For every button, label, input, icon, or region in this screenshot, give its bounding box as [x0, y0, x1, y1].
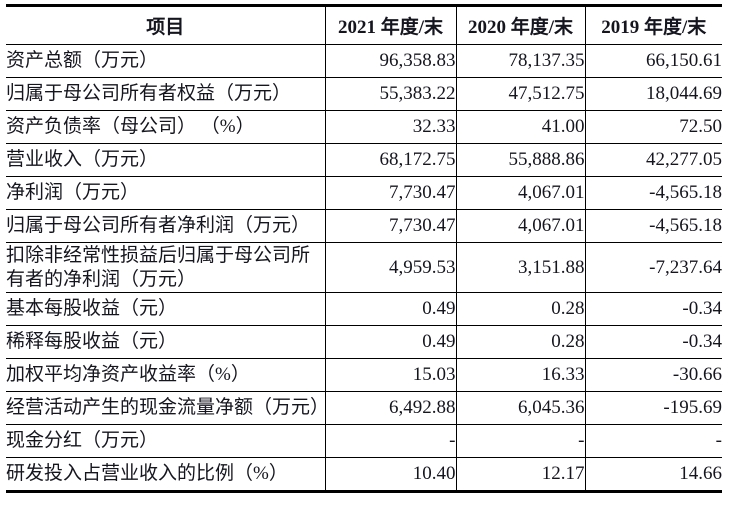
financial-summary-table: 项目 2021 年度/末 2020 年度/末 2019 年度/末 资产总额（万元…: [6, 4, 722, 493]
cell-value: 7,730.47: [324, 209, 456, 243]
cell-value: 55,383.22: [324, 77, 456, 111]
row-label: 归属于母公司所有者净利润（万元）: [6, 209, 325, 243]
cell-value: -7,237.64: [584, 242, 722, 293]
header-row: 项目 2021 年度/末 2020 年度/末 2019 年度/末: [6, 5, 722, 45]
column-header-2019: 2019 年度/末: [584, 5, 722, 45]
table-body: 资产总额（万元） 96,358.83 78,137.35 66,150.61 归…: [6, 44, 722, 492]
row-label: 扣除非经常性损益后归属于母公司所有者的净利润（万元）: [6, 242, 325, 293]
column-header-2021: 2021 年度/末: [324, 5, 456, 45]
cell-value: 14.66: [584, 457, 722, 492]
cell-value: -: [324, 424, 456, 458]
cell-value: 0.49: [324, 292, 456, 326]
row-label: 资产负债率（母公司） （%）: [6, 110, 325, 144]
cell-value: 15.03: [324, 358, 456, 392]
cell-value: -: [584, 424, 722, 458]
cell-value: 66,150.61: [584, 44, 722, 78]
cell-value: 55,888.86: [455, 143, 585, 177]
table-row-rd-ratio: 研发投入占营业收入的比例（%） 10.40 12.17 14.66: [6, 457, 722, 492]
table-row-deducted-net-profit: 扣除非经常性损益后归属于母公司所有者的净利润（万元） 4,959.53 3,15…: [6, 242, 722, 293]
row-label: 加权平均净资产收益率（%）: [6, 358, 325, 392]
column-header-2020: 2020 年度/末: [455, 5, 585, 45]
row-label: 基本每股收益（元）: [6, 292, 325, 326]
cell-value: -30.66: [584, 358, 722, 392]
table-row-parent-equity: 归属于母公司所有者权益（万元） 55,383.22 47,512.75 18,0…: [6, 77, 722, 111]
cell-value: 16.33: [455, 358, 585, 392]
cell-value: 10.40: [324, 457, 456, 492]
cell-value: 6,492.88: [324, 391, 456, 425]
table-row-parent-net-profit: 归属于母公司所有者净利润（万元） 7,730.47 4,067.01 -4,56…: [6, 209, 722, 243]
cell-value: 47,512.75: [455, 77, 585, 111]
cell-value: 0.49: [324, 325, 456, 359]
cell-value: 4,067.01: [455, 209, 585, 243]
cell-value: -4,565.18: [584, 209, 722, 243]
table-row-total-assets: 资产总额（万元） 96,358.83 78,137.35 66,150.61: [6, 44, 722, 78]
cell-value: 0.28: [455, 325, 585, 359]
cell-value: 78,137.35: [455, 44, 585, 78]
cell-value: 96,358.83: [324, 44, 456, 78]
cell-value: 6,045.36: [455, 391, 585, 425]
cell-value: -195.69: [584, 391, 722, 425]
cell-value: -: [455, 424, 585, 458]
row-label: 归属于母公司所有者权益（万元）: [6, 77, 325, 111]
row-label: 现金分红（万元）: [6, 424, 325, 458]
cell-value: 4,959.53: [324, 242, 456, 293]
column-header-item: 项目: [6, 5, 325, 45]
cell-value: -4,565.18: [584, 176, 722, 210]
cell-value: 4,067.01: [455, 176, 585, 210]
cell-value: 42,277.05: [584, 143, 722, 177]
table-header: 项目 2021 年度/末 2020 年度/末 2019 年度/末: [6, 5, 722, 45]
table-row-basic-eps: 基本每股收益（元） 0.49 0.28 -0.34: [6, 292, 722, 326]
row-label: 经营活动产生的现金流量净额（万元）: [6, 391, 325, 425]
table-row-cash-dividend: 现金分红（万元） - - -: [6, 424, 722, 458]
table-row-debt-ratio: 资产负债率（母公司） （%） 32.33 41.00 72.50: [6, 110, 722, 144]
row-label: 净利润（万元）: [6, 176, 325, 210]
table-row-revenue: 营业收入（万元） 68,172.75 55,888.86 42,277.05: [6, 143, 722, 177]
table-row-weighted-roe: 加权平均净资产收益率（%） 15.03 16.33 -30.66: [6, 358, 722, 392]
cell-value: 72.50: [584, 110, 722, 144]
cell-value: 41.00: [455, 110, 585, 144]
cell-value: 68,172.75: [324, 143, 456, 177]
cell-value: 7,730.47: [324, 176, 456, 210]
cell-value: -0.34: [584, 325, 722, 359]
table-row-operating-cash-flow: 经营活动产生的现金流量净额（万元） 6,492.88 6,045.36 -195…: [6, 391, 722, 425]
table-row-diluted-eps: 稀释每股收益（元） 0.49 0.28 -0.34: [6, 325, 722, 359]
row-label: 研发投入占营业收入的比例（%）: [6, 457, 325, 492]
cell-value: 18,044.69: [584, 77, 722, 111]
cell-value: 3,151.88: [455, 242, 585, 293]
row-label: 营业收入（万元）: [6, 143, 325, 177]
row-label: 稀释每股收益（元）: [6, 325, 325, 359]
cell-value: 12.17: [455, 457, 585, 492]
cell-value: 0.28: [455, 292, 585, 326]
cell-value: 32.33: [324, 110, 456, 144]
cell-value: -0.34: [584, 292, 722, 326]
row-label: 资产总额（万元）: [6, 44, 325, 78]
table-row-net-profit: 净利润（万元） 7,730.47 4,067.01 -4,565.18: [6, 176, 722, 210]
